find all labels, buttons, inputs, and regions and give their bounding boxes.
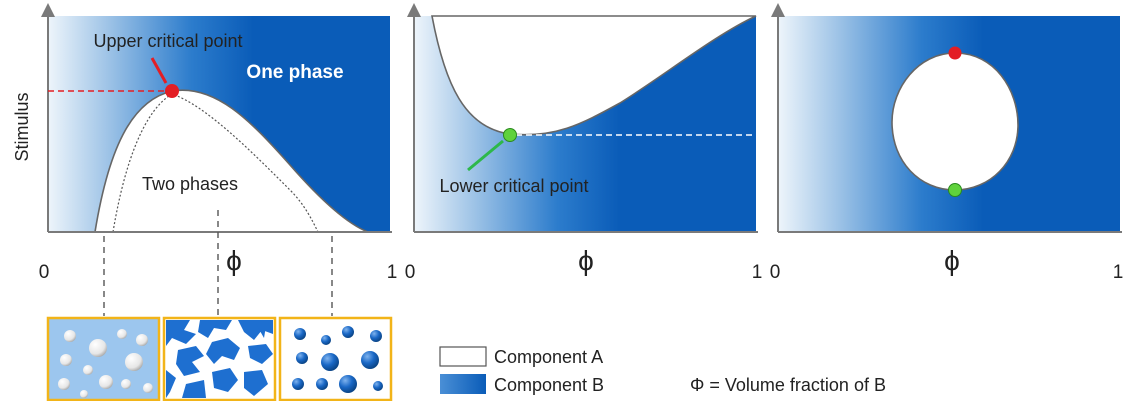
binodal-curve-2 [431,15,757,136]
inset-blue-droplets [278,316,393,402]
y-axis-label: Stimulus [12,92,32,161]
x-axis-label-3: ϕ [944,245,960,276]
panel-lower-critical: Lower critical point 0 1 ϕ [405,3,763,283]
legend-component-a: Component A [494,347,603,367]
one-phase-label: One phase [246,62,343,83]
inset-bicontinuous [162,316,277,402]
binodal-curve [94,89,369,233]
upper-critical-point [165,84,179,98]
lower-critical-point-label: Lower critical point [439,176,588,196]
legend-swatch-b [440,374,486,394]
tick-one-1: 1 [387,262,398,283]
lower-critical-pointer [467,139,504,172]
x-axis-label-2: ϕ [578,245,594,276]
legend-swatch-a [439,346,487,367]
panel-closed-loop: 0 1 ϕ [770,3,1123,283]
critical-pointer [150,57,168,84]
tick-zero-3: 0 [770,262,781,283]
tick-zero-2: 0 [405,262,416,283]
x-axis-label-1: ϕ [226,245,242,276]
closed-loop-binodal [891,52,1019,191]
two-phases-label: Two phases [142,174,238,194]
legend-component-b: Component B [494,375,604,395]
tick-zero-1: 0 [39,262,50,283]
upper-critical-point-label: Upper critical point [93,31,242,51]
tick-one-3: 1 [1113,262,1123,283]
upper-critical-point-3 [948,46,962,60]
panel-upper-critical: Upper critical point One phase Two phase… [12,3,398,316]
spinodal-curve [112,93,319,233]
inset-white-droplets [46,316,161,402]
lower-critical-point [503,128,517,142]
lower-critical-point-3 [948,183,962,197]
phi-definition: Φ = Volume fraction of B [690,375,886,395]
tick-one-2: 1 [752,262,763,283]
legend: Component A Component B Φ = Volume fract… [439,346,886,395]
